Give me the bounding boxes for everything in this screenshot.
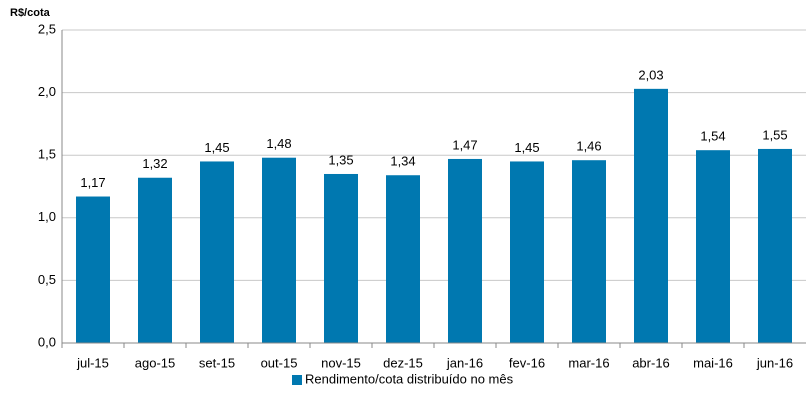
data-label: 1,35 — [328, 152, 353, 167]
data-label: 1,54 — [700, 129, 725, 144]
x-tick-label: abr-16 — [632, 355, 670, 370]
data-label: 1,46 — [576, 139, 601, 154]
x-tick-label: mai-16 — [693, 355, 733, 370]
bar — [572, 160, 606, 343]
x-tick-label: dez-15 — [383, 355, 423, 370]
y-tick-label: 2,5 — [38, 21, 56, 36]
data-label: 1,45 — [204, 140, 229, 155]
bar — [138, 177, 172, 343]
y-axis-label: R$/cota — [10, 7, 51, 19]
y-tick-label: 1,5 — [38, 147, 56, 162]
bar — [200, 161, 234, 343]
x-tick-label: jul-15 — [76, 355, 109, 370]
data-label: 1,32 — [142, 156, 167, 171]
x-tick-label: fev-16 — [509, 355, 545, 370]
data-label: 1,48 — [266, 136, 291, 151]
data-label: 1,47 — [452, 137, 477, 152]
data-label: 1,55 — [762, 127, 787, 142]
data-label: 1,17 — [80, 175, 105, 190]
bar — [696, 150, 730, 343]
bar — [634, 88, 668, 344]
bar — [758, 148, 792, 343]
x-tick-label: out-15 — [261, 355, 298, 370]
legend-label: Rendimento/cota distribuído no mês — [305, 371, 514, 386]
y-tick-label: 0,5 — [38, 272, 56, 287]
bar — [510, 161, 544, 343]
x-tick-label: nov-15 — [321, 355, 361, 370]
bar — [76, 196, 110, 343]
x-tick-label: jan-16 — [446, 355, 483, 370]
data-label: 1,34 — [390, 154, 415, 169]
y-tick-label: 2,0 — [38, 84, 56, 99]
x-tick-label: mar-16 — [568, 355, 609, 370]
data-label: 1,45 — [514, 140, 539, 155]
bar — [262, 157, 296, 343]
x-tick-label: set-15 — [199, 355, 235, 370]
x-tick-label: jun-16 — [756, 355, 793, 370]
y-tick-label: 0,0 — [38, 334, 56, 349]
x-tick-label: ago-15 — [135, 355, 175, 370]
data-label: 2,03 — [638, 67, 663, 82]
legend-swatch — [292, 375, 302, 385]
bar — [448, 158, 482, 343]
bar — [386, 175, 420, 343]
y-tick-label: 1,0 — [38, 209, 56, 224]
bar — [324, 173, 358, 343]
